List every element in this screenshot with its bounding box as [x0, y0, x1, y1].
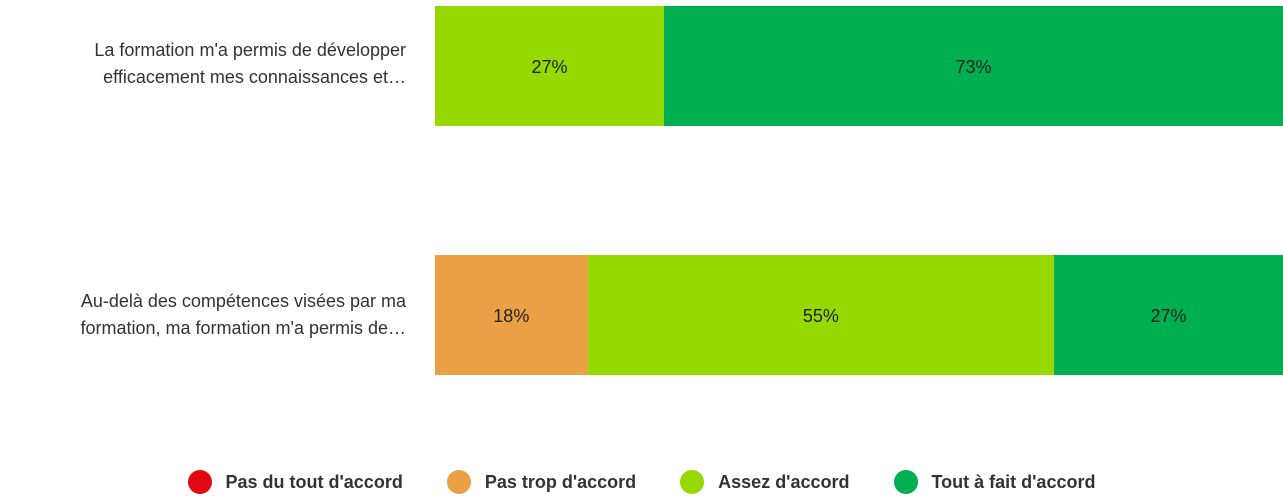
bar-segment-c2-s3: [587, 255, 1055, 375]
legend-item-pas-du-tout: Pas du tout d'accord: [187, 470, 403, 494]
bar-segment-c1-s3: [435, 6, 664, 126]
legend-swatch-pas-trop: [446, 470, 471, 494]
data-label-c2-s4: 27%: [1151, 306, 1187, 326]
data-label-c1-s3: 27%: [531, 57, 567, 77]
data-label-c2-s2: 18%: [493, 306, 529, 326]
legend-label-pas-du-tout: Pas du tout d'accord: [225, 471, 403, 492]
legend-swatch-pas-du-tout: [187, 470, 212, 494]
bar-segment-c2-s4: [1054, 255, 1283, 375]
legend-label-assez: Assez d'accord: [718, 471, 850, 492]
category-label-1: La formation m'a permis de développer ef…: [0, 37, 406, 91]
legend-swatch-assez: [680, 470, 705, 494]
category-label-2: Au-delà des compétences visées par ma fo…: [0, 288, 406, 342]
legend-item-tout-a-fait: Tout à fait d'accord: [893, 470, 1096, 494]
legend-item-pas-trop: Pas trop d'accord: [446, 470, 637, 494]
legend-item-assez: Assez d'accord: [680, 470, 850, 494]
bar-segment-c2-s2: [435, 255, 588, 375]
category-label-2-line-1: Au-delà des compétences visées par ma: [80, 291, 406, 311]
legend-label-tout-a-fait: Tout à fait d'accord: [931, 471, 1096, 492]
category-label-1-line-1: La formation m'a permis de développer: [94, 40, 406, 60]
category-label-2-line-2: formation, ma formation m'a permis de…: [80, 318, 406, 338]
legend: Pas du tout d'accord Pas trop d'accord A…: [0, 470, 1283, 494]
data-label-c2-s3: 55%: [803, 306, 839, 326]
legend-label-pas-trop: Pas trop d'accord: [484, 471, 637, 492]
legend-swatch-tout-a-fait: [893, 470, 918, 494]
bar-segment-c1-s4: [663, 6, 1283, 126]
category-label-1-line-2: efficacement mes connaissances et…: [103, 67, 406, 87]
data-label-c1-s4: 73%: [955, 57, 991, 77]
